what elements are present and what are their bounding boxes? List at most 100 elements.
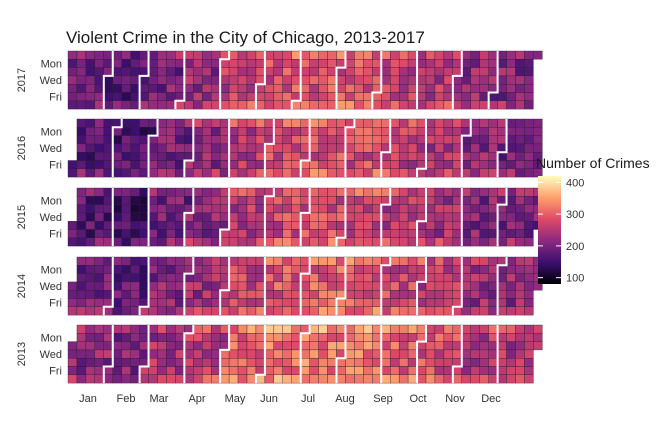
day-cell — [354, 333, 364, 342]
day-cell — [381, 135, 391, 145]
day-cell — [398, 135, 409, 145]
day-cell — [67, 160, 78, 169]
day-cell — [103, 273, 113, 283]
day-cell — [506, 290, 516, 299]
day-cell — [228, 152, 239, 161]
day-cell — [372, 204, 382, 214]
day-cell — [273, 212, 283, 222]
day-cell — [381, 229, 391, 238]
day-cell — [219, 341, 230, 351]
day-cell — [443, 204, 454, 214]
day-cell — [219, 50, 230, 60]
day-cell — [497, 204, 507, 214]
day-cell — [488, 229, 498, 238]
day-cell — [291, 59, 301, 68]
day-cell — [112, 100, 122, 110]
day-cell — [211, 358, 221, 367]
day-cell — [237, 229, 248, 238]
day-cell — [479, 333, 489, 342]
day-cell — [112, 118, 122, 128]
day-cell — [273, 160, 283, 169]
day-cell — [407, 374, 418, 384]
day-cell — [416, 306, 427, 316]
day-cell — [291, 374, 301, 384]
day-cell — [381, 118, 391, 128]
day-cell — [228, 366, 239, 375]
day-cell — [228, 118, 239, 128]
day-cell — [416, 127, 427, 136]
day-cell — [434, 75, 445, 85]
day-cell — [184, 366, 194, 375]
day-cell — [407, 333, 418, 342]
day-cell — [166, 168, 176, 178]
day-cell — [112, 67, 122, 77]
day-cell — [497, 50, 507, 60]
day-cell — [157, 237, 167, 247]
day-cell — [273, 221, 283, 230]
day-cell — [515, 366, 525, 375]
day-cell — [470, 221, 480, 230]
day-cell — [282, 229, 292, 238]
day-cell — [398, 160, 409, 169]
day-cell — [470, 204, 480, 214]
day-cell — [246, 374, 257, 384]
day-cell — [390, 100, 400, 110]
day-cell — [76, 349, 87, 359]
day-cell — [228, 349, 239, 359]
day-cell — [479, 306, 489, 316]
day-cell — [237, 341, 248, 351]
month-boundary — [102, 257, 114, 316]
day-cell — [94, 204, 104, 214]
day-cell — [363, 135, 373, 145]
day-cell — [291, 273, 301, 283]
day-cell — [255, 358, 266, 367]
day-cell — [443, 358, 454, 367]
day-cell — [139, 333, 149, 342]
day-cell — [94, 50, 104, 60]
day-cell — [264, 341, 275, 351]
day-cell — [76, 306, 87, 316]
day-cell — [318, 84, 328, 93]
day-cell — [515, 237, 525, 247]
month-axis: Jan Feb Mar Apr May Jun Jul Aug Sep Oct Nov Dec — [79, 393, 501, 405]
month-label: Aug — [335, 393, 355, 405]
month-label: Dec — [481, 393, 501, 405]
day-cell — [381, 221, 391, 230]
day-cell — [300, 100, 310, 110]
month-boundary — [496, 188, 508, 247]
month-boundary — [102, 325, 114, 384]
day-cell — [94, 281, 104, 291]
day-cell — [228, 127, 239, 136]
day-cell — [327, 366, 337, 375]
day-cell — [434, 127, 445, 136]
day-cell — [354, 196, 364, 205]
day-cell — [139, 100, 149, 110]
day-cell — [237, 298, 248, 307]
day-cell — [354, 358, 364, 367]
day-cell — [461, 290, 471, 299]
day-cell — [434, 59, 445, 68]
day-cell — [300, 75, 310, 85]
day-cell — [246, 290, 257, 299]
day-cell — [103, 59, 113, 68]
day-cell — [425, 281, 436, 291]
day-cell — [416, 84, 427, 93]
day-cell — [345, 135, 355, 145]
day-cell — [327, 135, 337, 145]
day-cell — [219, 84, 230, 93]
day-cell — [139, 374, 149, 384]
day-cell — [193, 349, 203, 359]
day-cell — [139, 281, 149, 291]
day-cell — [85, 187, 96, 197]
day-cell — [327, 143, 337, 153]
day-cell — [372, 341, 382, 351]
day-cell — [497, 100, 507, 110]
day-cell — [345, 152, 355, 161]
day-cell — [497, 298, 507, 307]
day-cell — [94, 75, 104, 85]
day-cell — [443, 50, 454, 60]
day-cell — [398, 349, 409, 359]
day-cell — [318, 298, 328, 307]
day-cell — [524, 127, 534, 136]
